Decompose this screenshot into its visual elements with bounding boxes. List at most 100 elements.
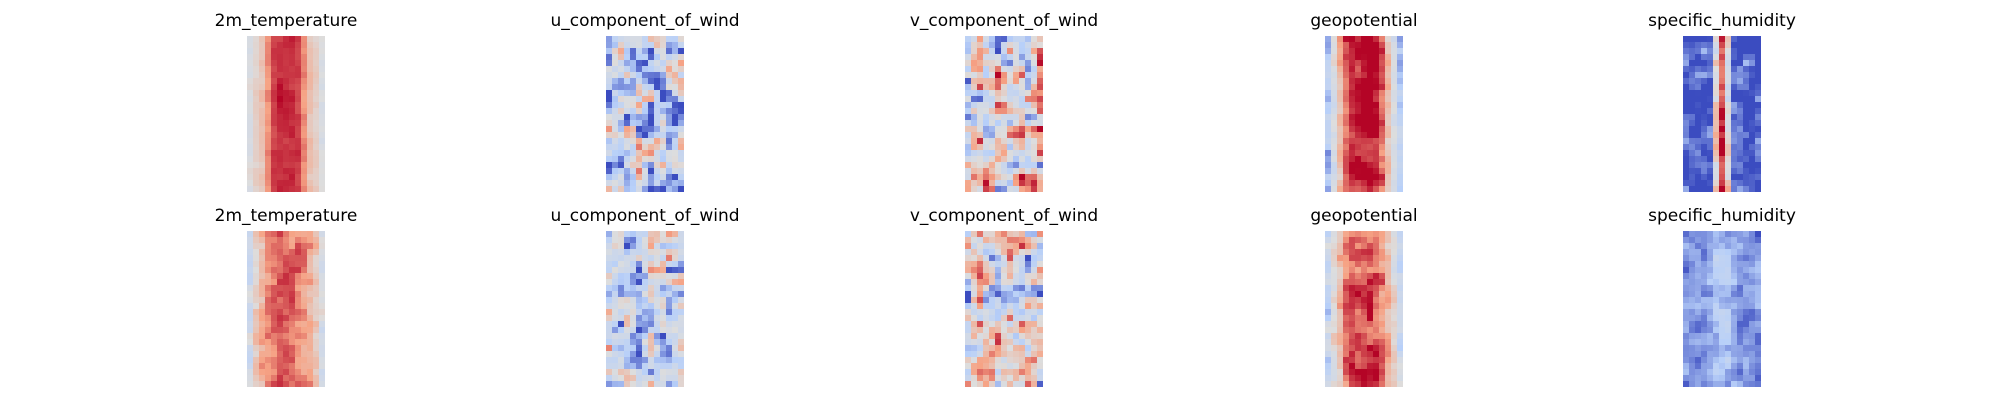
heatmap-cell [1719, 144, 1726, 151]
heatmap-cell [654, 279, 661, 286]
heatmap-cell [1397, 36, 1403, 43]
heatmap-cell [1755, 357, 1761, 364]
heatmap-cell [247, 369, 254, 376]
heatmap-cell [965, 138, 972, 145]
heatmap-cell [642, 231, 649, 238]
heatmap-cell [319, 279, 325, 286]
heatmap-cell [271, 66, 278, 73]
heatmap-cell [1349, 309, 1356, 316]
heatmap-cell [1349, 279, 1356, 286]
heatmap-cell [1343, 255, 1350, 262]
heatmap-cell [648, 120, 655, 127]
heatmap-cell [1001, 351, 1008, 358]
heatmap-cell [654, 48, 661, 55]
heatmap-cell [678, 102, 684, 109]
heatmap-cell [648, 375, 655, 382]
heatmap-cell [265, 102, 272, 109]
heatmap-cell [666, 102, 673, 109]
heatmap-cell [965, 327, 972, 334]
heatmap-cell [1013, 231, 1020, 238]
heatmap-cell [1391, 333, 1398, 340]
heatmap-cell [1373, 357, 1380, 364]
heatmap-cell [1019, 78, 1026, 85]
heatmap-cell [678, 363, 684, 370]
heatmap-cell [1325, 309, 1332, 316]
heatmap-cell [1361, 108, 1368, 115]
heatmap-cell [1019, 249, 1026, 256]
heatmap-cell [1025, 231, 1032, 238]
heatmap-cell [253, 186, 260, 192]
heatmap-cell [319, 36, 325, 43]
panel-title: v_component_of_wind [909, 206, 1099, 226]
heatmap-cell [630, 267, 637, 274]
heatmap-cell [1025, 186, 1032, 192]
heatmap-cell [977, 333, 984, 340]
heatmap-cell [630, 303, 637, 310]
heatmap-cell [1379, 381, 1386, 387]
heatmap-cell [642, 144, 649, 151]
heatmap-cell [1325, 120, 1332, 127]
heatmap-cell [660, 249, 667, 256]
heatmap-cell [672, 285, 679, 292]
heatmap-cell [1713, 333, 1720, 340]
heatmap-cell [1379, 369, 1386, 376]
heatmap-cell [612, 267, 619, 274]
heatmap-cell [259, 375, 266, 382]
heatmap-cell [983, 363, 990, 370]
heatmap-cell [672, 351, 679, 358]
heatmap-cell [289, 168, 296, 175]
heatmap-cell [660, 309, 667, 316]
heatmap-cell [971, 249, 978, 256]
heatmap-cell [1713, 42, 1720, 49]
heatmap-cell [1367, 132, 1374, 139]
heatmap-cell [301, 156, 308, 163]
heatmap-cell [983, 108, 990, 115]
heatmap-cell [1379, 339, 1386, 346]
heatmap-cell [1707, 72, 1714, 79]
heatmap-cell [253, 351, 260, 358]
heatmap-cell [977, 369, 984, 376]
heatmap-cell [283, 267, 290, 274]
heatmap-cell [1019, 114, 1026, 121]
heatmap-cell [660, 297, 667, 304]
heatmap-cell [1379, 138, 1386, 145]
heatmap-cell [654, 273, 661, 280]
heatmap-cell [1367, 315, 1374, 322]
heatmap-cell [678, 174, 684, 181]
heatmap-cell [277, 297, 284, 304]
heatmap-cell [1397, 72, 1403, 79]
heatmap-cell [654, 381, 661, 387]
heatmap-cell [1713, 291, 1720, 298]
heatmap-cell [1355, 90, 1362, 97]
heatmap-cell [1337, 102, 1344, 109]
heatmap-cell [1725, 156, 1732, 163]
heatmap-cell [678, 339, 684, 346]
heatmap-cell [1325, 132, 1332, 139]
heatmap-cell [1337, 243, 1344, 250]
heatmap-cell [654, 114, 661, 121]
heatmap-image [1325, 36, 1403, 192]
heatmap-cell [1001, 144, 1008, 151]
heatmap-cell [642, 327, 649, 334]
heatmap-cell [1755, 375, 1761, 382]
heatmap-cell [1343, 168, 1350, 175]
heatmap-svg [965, 36, 1043, 192]
heatmap-cell [247, 381, 254, 387]
heatmap-cell [666, 162, 673, 169]
heatmap-cell [271, 357, 278, 364]
heatmap-cell [313, 54, 320, 61]
heatmap-cell [283, 339, 290, 346]
heatmap-cell [1025, 261, 1032, 268]
heatmap-cell [971, 357, 978, 364]
heatmap-cell [1007, 42, 1014, 49]
heatmap-cell [1337, 327, 1344, 334]
heatmap-cell [1731, 168, 1738, 175]
heatmap-cell [1749, 351, 1756, 358]
heatmap-cell [630, 96, 637, 103]
heatmap-cell [271, 297, 278, 304]
heatmap-cell [1331, 327, 1338, 334]
heatmap-cell [642, 150, 649, 157]
heatmap-cell [971, 339, 978, 346]
heatmap-cell [1385, 126, 1392, 133]
heatmap-cell [1391, 297, 1398, 304]
